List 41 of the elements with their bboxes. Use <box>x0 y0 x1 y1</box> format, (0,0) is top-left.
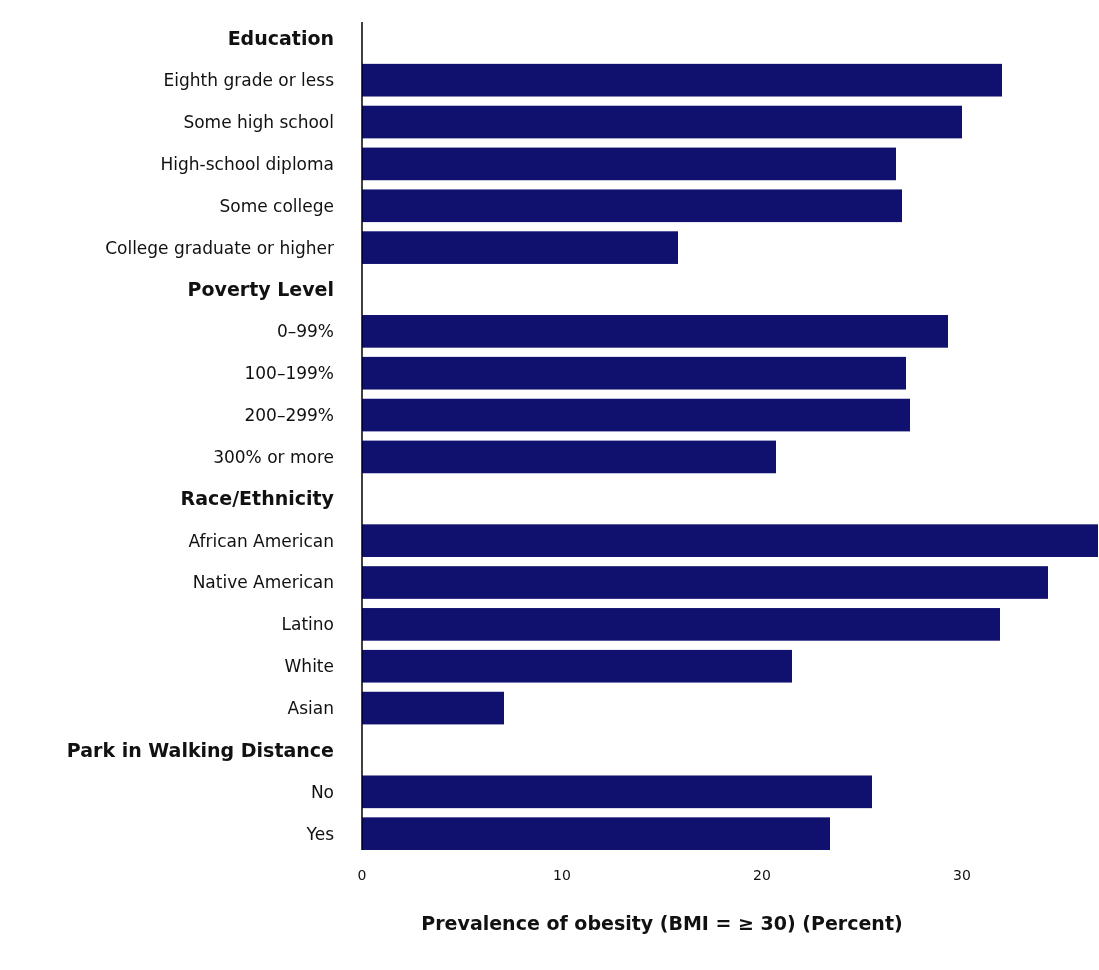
bar <box>362 524 1098 557</box>
bar <box>362 231 678 264</box>
y-tick-label: 100–199% <box>244 363 334 384</box>
x-tick-label: 20 <box>753 867 771 883</box>
y-tick-label: No <box>310 781 334 802</box>
y-tick-label: Latino <box>281 614 334 635</box>
y-tick-label: Race/Ethnicity <box>180 487 335 510</box>
y-tick-label: African American <box>188 530 334 551</box>
y-tick-label: High-school diploma <box>160 153 334 174</box>
bar <box>362 566 1048 599</box>
bar <box>362 105 962 139</box>
y-tick-label: Poverty Level <box>187 278 334 301</box>
y-tick-label: Asian <box>287 698 334 719</box>
y-tick-label: 0–99% <box>276 321 334 342</box>
y-tick-label: 200–299% <box>244 405 334 426</box>
x-tick-label: 0 <box>357 867 367 883</box>
y-tick-label: Park in Walking Distance <box>66 738 334 761</box>
x-tick-label: 10 <box>553 867 571 883</box>
y-tick-label: White <box>284 656 334 677</box>
y-tick-label: 300% or more <box>213 446 334 467</box>
x-tick-label: 30 <box>953 867 971 883</box>
bar <box>362 817 830 850</box>
bar <box>362 691 504 725</box>
y-tick-label: Some college <box>219 195 334 216</box>
y-tick-label: Education <box>227 26 334 49</box>
bar <box>362 315 948 348</box>
y-tick-label: Eighth grade or less <box>163 70 335 91</box>
x-axis-title: Prevalence of obesity (BMI = ≥ 30) (Percent) <box>421 912 903 934</box>
y-tick-label: Native American <box>192 572 334 593</box>
y-tick-label: College graduate or higher <box>105 237 334 258</box>
bar <box>362 356 906 390</box>
bar <box>362 775 872 809</box>
bar <box>362 440 776 474</box>
bar <box>362 189 902 223</box>
y-tick-label: Some high school <box>183 112 334 132</box>
bar <box>362 398 910 432</box>
y-tick-label: Yes <box>305 823 335 844</box>
bar <box>362 63 1002 97</box>
bar <box>362 608 1000 641</box>
bar <box>362 147 896 181</box>
bar <box>362 649 792 683</box>
